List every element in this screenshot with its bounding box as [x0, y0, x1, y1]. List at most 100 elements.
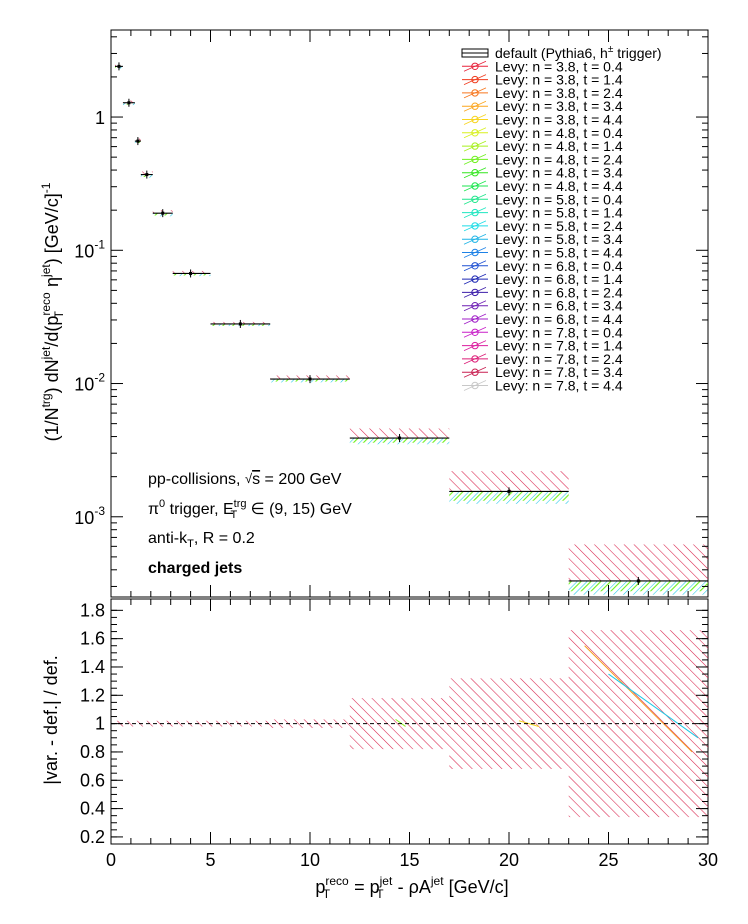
legend-swatch-hatch: [463, 353, 487, 365]
legend-label: Levy: n = 6.8, t = 4.4: [495, 311, 623, 327]
legend-swatch-marker: [471, 222, 479, 230]
legend-entry-levy-21: Levy: n = 7.8, t = 1.4: [462, 338, 623, 354]
legend-swatch-marker: [471, 182, 479, 190]
legend-swatch-hatch: [463, 100, 487, 112]
legend-label: Levy: n = 5.8, t = 1.4: [495, 205, 623, 221]
ratio-variation-line-1: [608, 673, 699, 739]
legend-entry-levy-3: Levy: n = 3.8, t = 3.4: [462, 98, 623, 114]
annotation-jets: charged jets: [148, 560, 242, 577]
bottom-tick-label: 1.4: [80, 657, 105, 677]
point-marker-6: [238, 322, 242, 326]
x-tick-label: 15: [399, 850, 419, 870]
top-tick-label--3: 10-3: [74, 504, 105, 528]
legend-swatch-marker: [471, 115, 479, 124]
legend-label: Levy: n = 5.8, t = 4.4: [495, 245, 623, 261]
legend-label: Levy: n = 4.8, t = 4.4: [495, 178, 623, 194]
legend: default (Pythia6, h± trigger)Levy: n = 3…: [461, 44, 662, 394]
legend-swatch-marker: [471, 302, 479, 310]
x-tick-label: 20: [499, 850, 519, 870]
band-lower-green-10: [568, 580, 708, 592]
legend-swatch-hatch: [463, 340, 487, 351]
legend-label: Levy: n = 3.8, t = 2.4: [495, 85, 623, 101]
legend-label: Levy: n = 6.8, t = 1.4: [495, 271, 623, 287]
point-marker-0: [117, 64, 121, 68]
annotation-collisions: pp-collisions, √s = 200 GeV: [148, 471, 342, 488]
bottom-tick-label: 0.6: [80, 770, 105, 790]
legend-entry-levy-13: Levy: n = 5.8, t = 3.4: [462, 231, 623, 247]
legend-swatch-hatch: [463, 366, 487, 378]
band-lower-green-9: [449, 491, 569, 501]
legend-label: Levy: n = 7.8, t = 1.4: [495, 338, 623, 354]
legend-entry-levy-18: Levy: n = 6.8, t = 3.4: [462, 298, 623, 314]
legend-swatch-marker: [471, 142, 479, 150]
x-axis: 0 5 10 15 20 25 30: [106, 30, 718, 870]
legend-entry-levy-6: Levy: n = 4.8, t = 1.4: [462, 138, 623, 154]
x-tick-label: 0: [106, 850, 116, 870]
annotation-trigger: π0 trigger, Etrg T ∈ (9, 15) GeV: [148, 498, 352, 521]
bottom-axes: 0.2 0.4 0.6 0.8 1 1.2 1.4 1.6 1.8: [80, 600, 708, 847]
legend-label: Levy: n = 3.8, t = 3.4: [495, 98, 623, 114]
legend-entry-levy-2: Levy: n = 3.8, t = 2.4: [462, 85, 623, 101]
legend-swatch-marker: [471, 62, 479, 71]
legend-label: Levy: n = 3.8, t = 0.4: [495, 58, 623, 74]
legend-swatch-marker: [471, 169, 479, 177]
legend-entry-levy-1: Levy: n = 3.8, t = 1.4: [462, 72, 623, 88]
top-y-axis-title: (1/Ntrg) dNjet/d(precoT ηjet) [GeV/c]-1: [39, 182, 66, 441]
legend-entry-levy-7: Levy: n = 4.8, t = 2.4: [462, 151, 623, 167]
legend-swatch-hatch: [463, 207, 487, 218]
legend-swatch-marker: [471, 235, 479, 243]
legend-swatch-hatch: [463, 193, 487, 205]
legend-label: Levy: n = 3.8, t = 1.4: [495, 72, 623, 88]
legend-entry-levy-4: Levy: n = 3.8, t = 4.4: [462, 112, 623, 128]
x-tick-label: 5: [205, 850, 215, 870]
legend-swatch-marker: [471, 75, 479, 84]
ratio-variation-line-3: [395, 718, 406, 727]
legend-label: Levy: n = 3.8, t = 4.4: [495, 112, 623, 128]
legend-entry-levy-5: Levy: n = 4.8, t = 0.4: [462, 125, 623, 141]
legend-swatch-hatch: [463, 326, 487, 338]
legend-swatch-hatch: [463, 380, 487, 391]
legend-swatch-hatch: [463, 180, 487, 192]
legend-entry-levy-23: Levy: n = 7.8, t = 3.4: [462, 364, 623, 380]
legend-swatch-hatch: [463, 140, 487, 152]
annotations: pp-collisions, √s = 200 GeV π0 trigger, …: [148, 471, 352, 577]
bottom-tick-label: 1.8: [80, 600, 105, 620]
legend-label: Levy: n = 4.8, t = 2.4: [495, 151, 623, 167]
legend-entry-levy-17: Levy: n = 6.8, t = 2.4: [462, 284, 623, 300]
top-data-points: [114, 62, 708, 585]
legend-swatch-hatch: [463, 260, 487, 272]
legend-label: Levy: n = 7.8, t = 4.4: [495, 378, 623, 394]
bottom-tick-label: 0.2: [80, 827, 105, 847]
legend-swatch-marker: [471, 341, 479, 350]
ratio-variation-line-2: [518, 720, 539, 727]
ratio-variation-line-0: [584, 645, 693, 753]
legend-swatch-hatch: [463, 114, 487, 125]
legend-swatch-marker: [471, 368, 479, 376]
legend-label: Levy: n = 4.8, t = 3.4: [495, 165, 623, 181]
legend-label: Levy: n = 6.8, t = 3.4: [495, 298, 623, 314]
legend-swatch-marker: [471, 102, 479, 110]
legend-swatch-hatch: [463, 167, 487, 179]
legend-swatch-marker: [471, 195, 479, 204]
point-marker-1: [127, 101, 131, 105]
bottom-tick-label: 0.8: [80, 742, 105, 762]
legend-swatch-marker: [471, 248, 479, 257]
legend-entry-levy-14: Levy: n = 5.8, t = 4.4: [462, 245, 623, 261]
top-tick-label--1: 10-1: [74, 237, 105, 261]
x-tick-label: 25: [598, 850, 618, 870]
legend-swatch-marker: [471, 129, 479, 137]
top-tick-label-0: 1: [95, 108, 105, 128]
legend-swatch-marker: [471, 288, 479, 297]
band-upper-10: [568, 544, 708, 581]
legend-swatch-hatch: [463, 154, 487, 165]
legend-swatch-marker: [471, 275, 479, 283]
point-marker-7: [308, 377, 312, 381]
band-upper-8: [349, 428, 450, 439]
ratio-band-9: [449, 678, 569, 769]
legend-swatch-hatch: [463, 247, 487, 258]
legend-swatch-hatch: [463, 127, 487, 139]
x-axis-title: preco T = pjet T - ρAjet [GeV/c]: [315, 874, 508, 901]
legend-entry-levy-16: Levy: n = 6.8, t = 1.4: [462, 271, 623, 287]
legend-swatch-marker: [471, 262, 479, 270]
